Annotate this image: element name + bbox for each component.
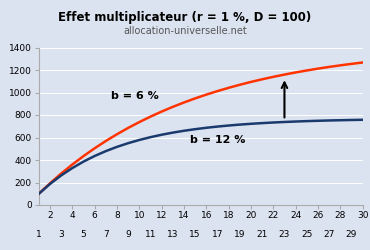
Text: 3: 3 bbox=[58, 230, 64, 239]
Text: b = 12 %: b = 12 % bbox=[189, 135, 245, 145]
Text: 27: 27 bbox=[323, 230, 335, 239]
Text: allocation-universelle.net: allocation-universelle.net bbox=[123, 26, 247, 36]
Text: 13: 13 bbox=[167, 230, 179, 239]
Text: 7: 7 bbox=[103, 230, 109, 239]
Text: 25: 25 bbox=[301, 230, 313, 239]
Text: 5: 5 bbox=[81, 230, 86, 239]
Text: 17: 17 bbox=[212, 230, 223, 239]
Text: 15: 15 bbox=[189, 230, 201, 239]
Text: 9: 9 bbox=[125, 230, 131, 239]
Text: 1: 1 bbox=[36, 230, 42, 239]
Text: Effet multiplicateur (r = 1 %, D = 100): Effet multiplicateur (r = 1 %, D = 100) bbox=[58, 11, 312, 24]
Text: 29: 29 bbox=[346, 230, 357, 239]
Text: 21: 21 bbox=[256, 230, 268, 239]
Text: 11: 11 bbox=[145, 230, 156, 239]
Text: b = 6 %: b = 6 % bbox=[111, 91, 159, 101]
Text: 19: 19 bbox=[234, 230, 246, 239]
Text: 23: 23 bbox=[279, 230, 290, 239]
